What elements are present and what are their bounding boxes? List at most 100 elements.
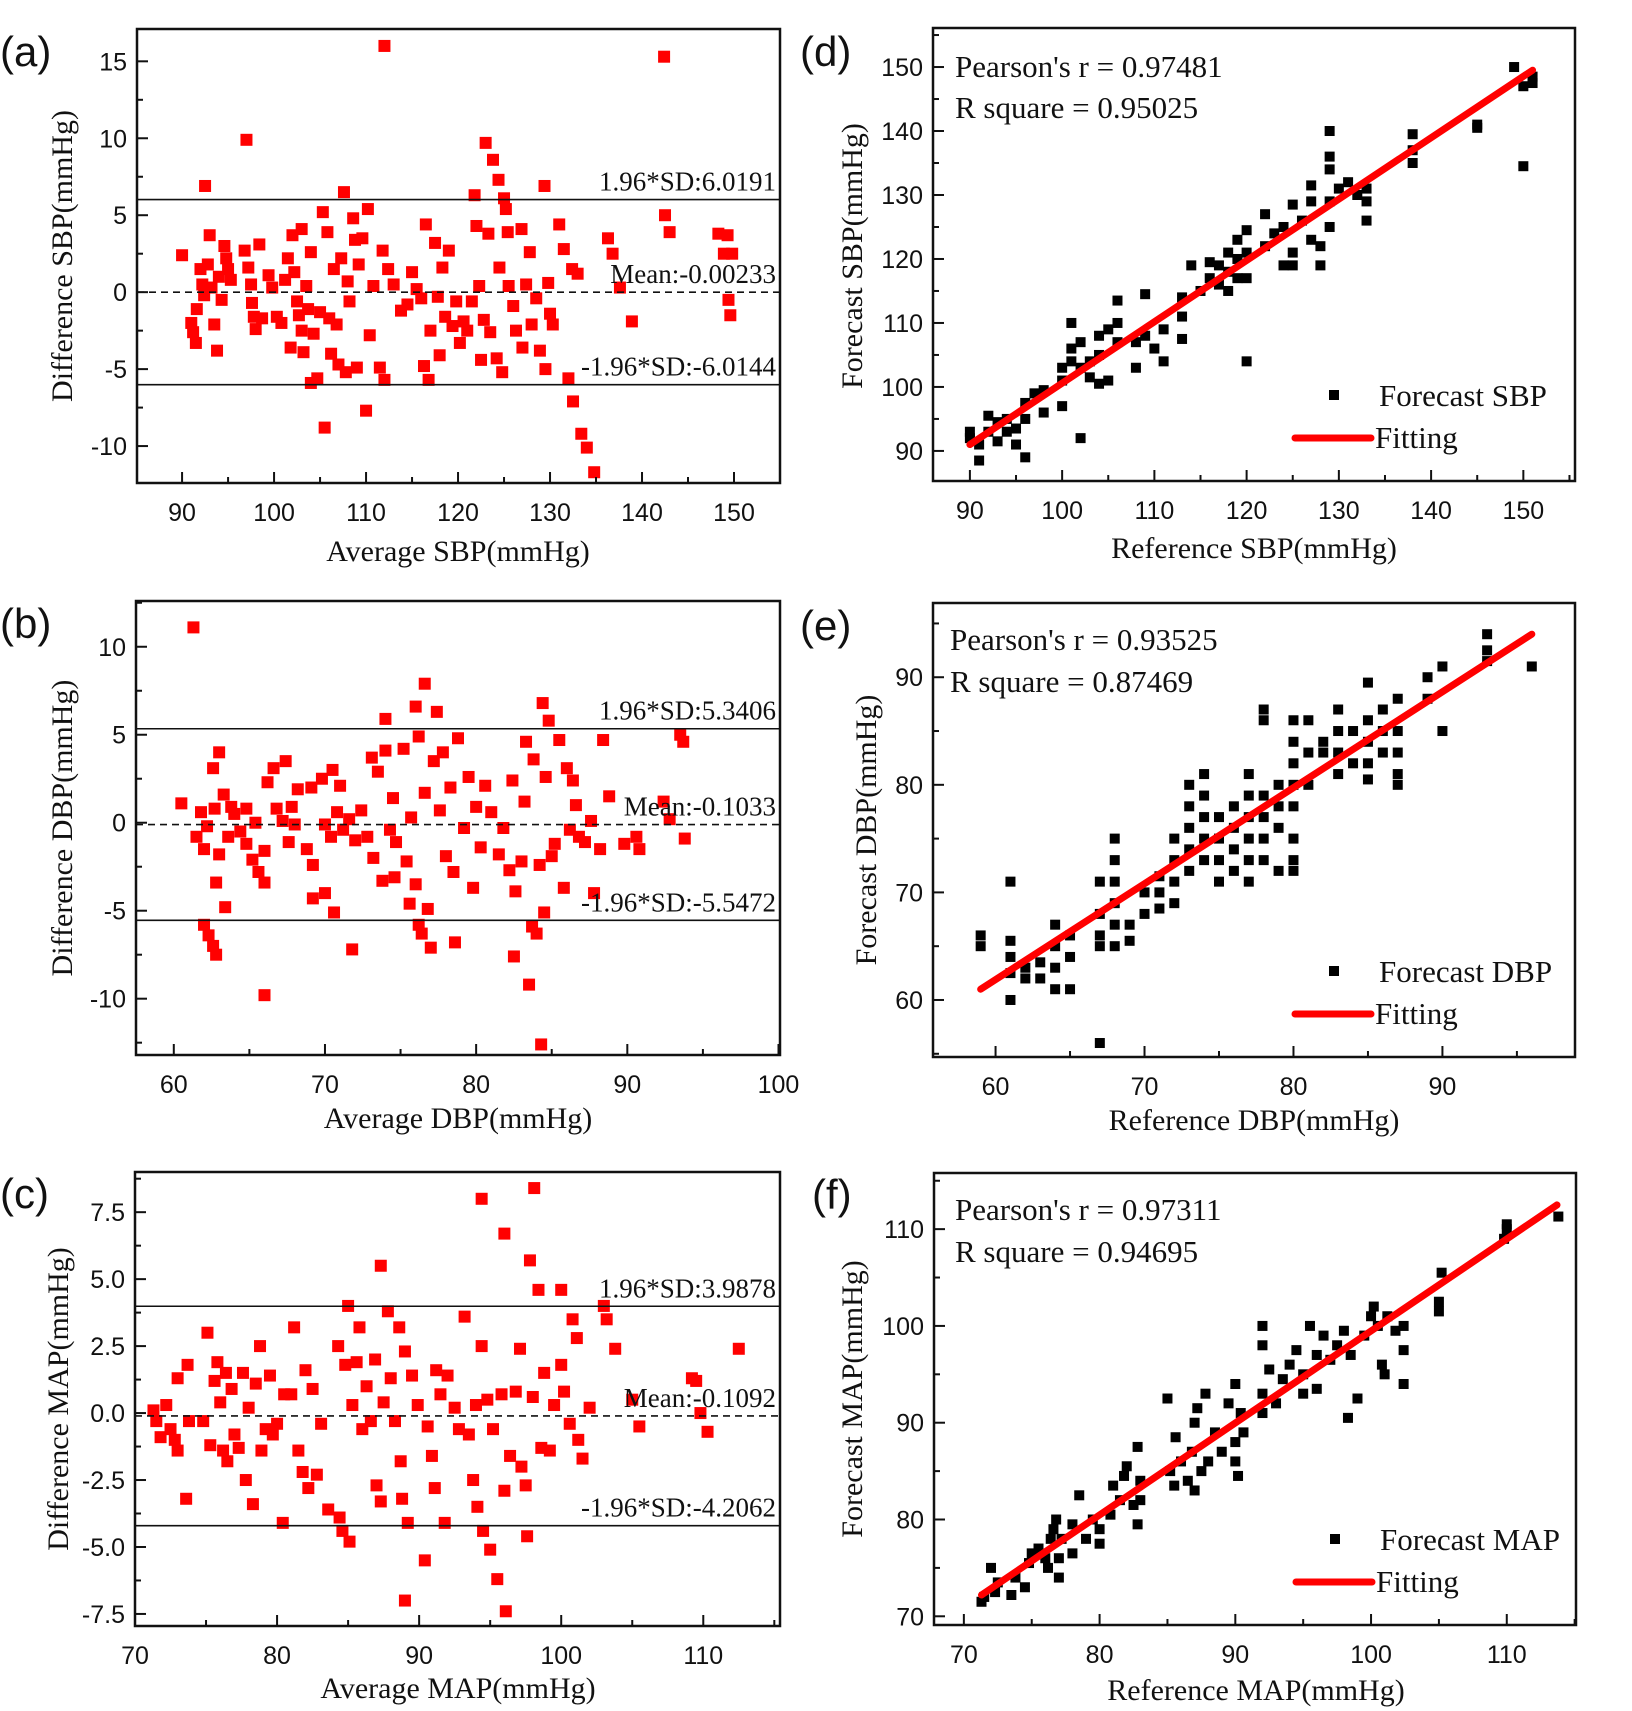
data-points xyxy=(176,39,739,479)
data-point xyxy=(518,795,531,808)
data-point xyxy=(370,1479,383,1492)
data-point xyxy=(379,744,392,757)
data-point xyxy=(387,278,400,291)
data-point xyxy=(441,1369,454,1382)
data-point xyxy=(267,762,280,775)
y-axis-title: Forecast SBP(mmHg) xyxy=(836,123,869,389)
data-point xyxy=(215,293,228,306)
fit-line xyxy=(977,630,1536,993)
data-point xyxy=(1273,779,1284,790)
data-point xyxy=(318,421,331,434)
data-point xyxy=(975,930,986,941)
y-tick-label: 80 xyxy=(895,772,923,800)
data-point xyxy=(1140,289,1151,300)
data-point xyxy=(1362,758,1373,769)
data-point xyxy=(578,836,591,849)
data-point xyxy=(1128,1499,1139,1510)
data-point xyxy=(245,296,258,309)
data-point xyxy=(208,802,221,815)
data-point xyxy=(217,788,230,801)
data-point xyxy=(225,1382,238,1395)
data-point xyxy=(1398,1378,1409,1389)
data-point xyxy=(242,261,255,274)
y-tick-label: 7.5 xyxy=(90,1199,125,1227)
data-point xyxy=(256,312,269,325)
panel-label: (f) xyxy=(812,1171,852,1218)
data-point xyxy=(1011,439,1022,450)
data-point xyxy=(1020,973,1031,984)
data-point xyxy=(486,153,499,166)
y-tick-label: 60 xyxy=(895,987,923,1015)
legend-label-points: Forecast MAP xyxy=(1380,1522,1560,1557)
data-point xyxy=(1135,1475,1146,1486)
data-point xyxy=(560,762,573,775)
data-point xyxy=(462,1428,475,1441)
data-point xyxy=(208,1374,221,1387)
data-point xyxy=(471,1500,484,1513)
data-point xyxy=(539,363,552,376)
data-point xyxy=(1050,962,1061,973)
data-point xyxy=(1398,1345,1409,1356)
data-point xyxy=(1348,758,1359,769)
data-point xyxy=(1332,1340,1343,1351)
data-point xyxy=(678,832,691,845)
data-point xyxy=(557,881,570,894)
data-point xyxy=(361,830,374,843)
data-point xyxy=(1216,1446,1227,1457)
data-points xyxy=(175,621,691,1051)
data-point xyxy=(491,1573,504,1586)
data-point xyxy=(361,203,374,216)
data-point xyxy=(1257,1320,1268,1331)
data-point xyxy=(726,247,739,260)
data-point xyxy=(154,1431,167,1444)
data-point xyxy=(1084,372,1095,383)
data-point xyxy=(663,226,676,239)
data-point xyxy=(204,1439,217,1452)
legend-label-fit: Fitting xyxy=(1375,420,1458,455)
data-point xyxy=(246,853,259,866)
y-tick-label: 100 xyxy=(881,374,923,402)
data-point xyxy=(386,792,399,805)
data-point xyxy=(1258,704,1269,715)
r-square-annotation: R square = 0.94695 xyxy=(955,1234,1198,1269)
data-point xyxy=(1230,1456,1241,1467)
data-point xyxy=(228,807,241,820)
data-point xyxy=(1392,726,1403,737)
data-point xyxy=(1154,903,1165,914)
data-point xyxy=(284,341,297,354)
fit-line xyxy=(978,1201,1561,1599)
data-point xyxy=(430,705,443,718)
data-point xyxy=(187,326,200,339)
data-point xyxy=(1135,1495,1146,1506)
data-point xyxy=(485,806,498,819)
data-point xyxy=(300,280,313,293)
x-axis-title: Average DBP(mmHg) xyxy=(324,1102,593,1135)
data-point xyxy=(523,246,536,259)
data-point xyxy=(1162,1393,1173,1404)
data-point xyxy=(221,1455,234,1468)
lower-loa-label: -1.96*SD:-6.0144 xyxy=(581,352,776,382)
data-point xyxy=(477,1524,490,1537)
y-tick-label: 0.0 xyxy=(90,1400,125,1428)
data-point xyxy=(712,227,725,240)
data-point xyxy=(1196,1466,1207,1477)
data-point xyxy=(369,1353,382,1366)
data-point xyxy=(1333,747,1344,758)
data-point xyxy=(397,742,410,755)
data-point xyxy=(295,223,308,236)
x-tick-label: 80 xyxy=(1086,1641,1114,1669)
data-point xyxy=(281,252,294,265)
data-point xyxy=(515,855,528,868)
data-point xyxy=(467,881,480,894)
data-point xyxy=(430,1364,443,1377)
data-point xyxy=(520,735,533,748)
data-point xyxy=(339,366,352,379)
y-tick-label: 5.0 xyxy=(90,1266,125,1294)
data-point xyxy=(484,326,497,339)
data-point xyxy=(332,1340,345,1353)
data-point xyxy=(452,732,464,745)
x-tick-label: 150 xyxy=(1502,497,1544,525)
data-point xyxy=(378,373,391,386)
data-point xyxy=(415,927,428,940)
data-point xyxy=(1048,1524,1059,1535)
